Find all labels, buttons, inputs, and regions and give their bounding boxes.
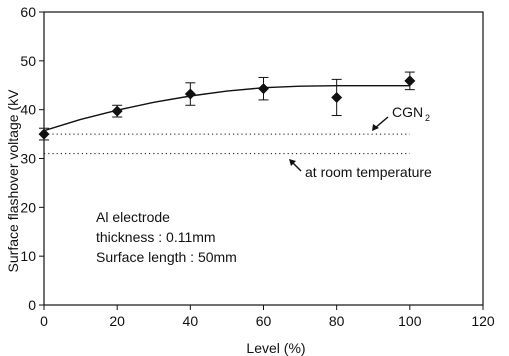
y-tick-label-2: 20	[20, 199, 36, 215]
ticks: 0 20 40 60 80 100 120 0 10 20 30 40 50 60	[20, 4, 494, 329]
text-block-line-3: Surface length : 50mm	[96, 249, 237, 265]
x-tick-label-2: 40	[183, 313, 199, 329]
x-tick-label-5: 100	[398, 313, 422, 329]
x-tick-label-0: 0	[40, 313, 48, 329]
y-tick-label-5: 50	[20, 53, 36, 69]
annotation-room-label: at room temperature	[305, 164, 432, 180]
data-point-4	[331, 91, 343, 103]
x-tick-label-4: 80	[329, 313, 345, 329]
x-tick-label-3: 60	[256, 313, 272, 329]
y-tick-label-0: 0	[28, 297, 36, 313]
x-tick-label-6: 120	[471, 313, 495, 329]
y-tick-label-6: 60	[20, 4, 36, 20]
y-tick-label-4: 40	[20, 102, 36, 118]
data-point-5	[404, 75, 416, 87]
x-tick-label-1: 20	[109, 313, 125, 329]
annotation-room-arrowhead-icon	[289, 159, 296, 166]
text-block-line-2: thickness : 0.11mm	[96, 229, 216, 245]
annotation-cgn: CGN 2	[372, 104, 430, 131]
data-point-1	[111, 105, 123, 117]
data-point-0	[38, 128, 50, 140]
text-block-line-1: Al electrode	[96, 209, 170, 225]
data-point-3	[258, 83, 269, 95]
y-tick-label-1: 10	[20, 248, 36, 264]
annotation-cgn-label: CGN	[392, 104, 423, 120]
annotation-cgn-subscript: 2	[425, 113, 430, 123]
data-point-2	[184, 88, 196, 100]
text-block: Al electrode thickness : 0.11mm Surface …	[96, 209, 237, 265]
annotation-room: at room temperature	[289, 159, 432, 180]
y-axis-label: Surface flashover voltage (kV	[5, 89, 21, 273]
fit-curve	[43, 85, 410, 132]
annotation-cgn-arrowhead-icon	[372, 124, 379, 131]
curves	[43, 85, 410, 155]
y-tick-label-3: 30	[20, 151, 36, 167]
points	[38, 71, 416, 141]
x-axis-label: Level (%)	[246, 340, 305, 356]
annotation-cgn-arrow-icon	[374, 116, 389, 129]
